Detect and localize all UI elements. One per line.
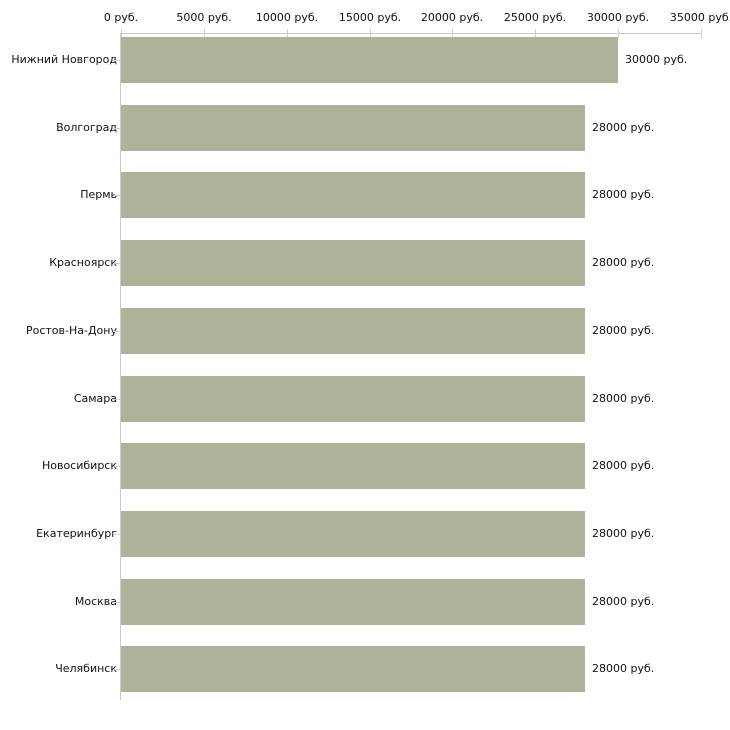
category-label: Ростов-На-Дону <box>25 324 117 337</box>
category-label: Красноярск <box>49 256 117 269</box>
bar <box>121 37 618 83</box>
category-label: Москва <box>74 595 117 608</box>
bar <box>121 443 585 489</box>
x-axis-line <box>121 33 701 34</box>
category-tick <box>113 466 120 467</box>
value-label: 28000 руб. <box>592 459 655 472</box>
x-tick <box>535 29 536 38</box>
value-label: 28000 руб. <box>592 188 655 201</box>
x-tick <box>618 29 619 38</box>
value-label: 28000 руб. <box>592 121 655 134</box>
value-label: 28000 руб. <box>592 527 655 540</box>
category-label: Пермь <box>80 188 117 201</box>
category-tick <box>113 534 120 535</box>
category-label: Волгоград <box>56 121 117 134</box>
bar <box>121 105 585 151</box>
category-label: Новосибирск <box>41 459 117 472</box>
x-tick-label: 15000 руб. <box>338 11 402 24</box>
x-tick-label: 20000 руб. <box>420 11 484 24</box>
category-tick <box>113 399 120 400</box>
category-tick <box>113 602 120 603</box>
category-tick <box>113 331 120 332</box>
x-tick <box>287 29 288 38</box>
category-tick <box>113 669 120 670</box>
value-label: 28000 руб. <box>592 392 655 405</box>
category-label: Екатеринбург <box>36 527 117 540</box>
x-tick-label: 30000 руб. <box>586 11 650 24</box>
bar <box>121 308 585 354</box>
x-tick <box>452 29 453 38</box>
category-tick <box>113 60 120 61</box>
x-tick-label: 10000 руб. <box>255 11 319 24</box>
bar <box>121 240 585 286</box>
x-tick-label: 25000 руб. <box>503 11 567 24</box>
x-tick <box>701 29 702 38</box>
category-label: Челябинск <box>55 662 117 675</box>
x-tick-label: 5000 руб. <box>176 11 232 24</box>
x-tick-label: 0 руб. <box>103 11 139 24</box>
bar <box>121 646 585 692</box>
x-tick <box>370 29 371 38</box>
x-tick-label: 35000 руб. <box>669 11 730 24</box>
bar <box>121 511 585 557</box>
category-label: Самара <box>73 392 117 405</box>
value-label: 28000 руб. <box>592 324 655 337</box>
value-label: 30000 руб. <box>625 53 688 66</box>
category-label: Нижний Новгород <box>11 53 117 66</box>
y-axis-line <box>120 33 121 700</box>
category-tick <box>113 263 120 264</box>
category-tick <box>113 128 120 129</box>
value-label: 28000 руб. <box>592 595 655 608</box>
bar <box>121 172 585 218</box>
value-label: 28000 руб. <box>592 662 655 675</box>
value-label: 28000 руб. <box>592 256 655 269</box>
x-tick <box>121 29 122 38</box>
category-tick <box>113 195 120 196</box>
bar <box>121 376 585 422</box>
bar <box>121 579 585 625</box>
x-tick <box>204 29 205 38</box>
